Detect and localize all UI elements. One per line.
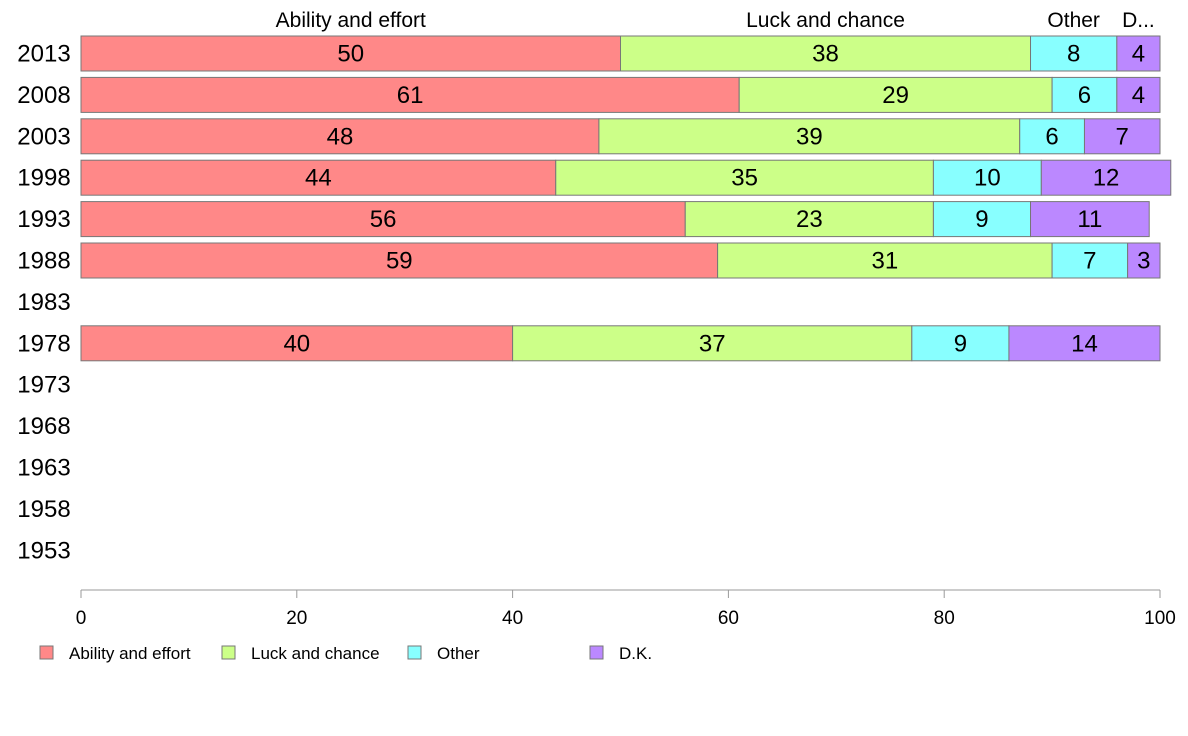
bar-value-label: 31: [872, 248, 899, 275]
bar-value-label: 39: [796, 123, 823, 150]
x-axis: 0 20 40 60 80 100: [76, 589, 1176, 629]
bar-value-label: 23: [796, 206, 823, 233]
bar-value-label: 9: [954, 330, 967, 357]
bar-value-label: 40: [283, 330, 310, 357]
column-headers: Ability and effort Luck and chance Other D.…: [276, 9, 1155, 32]
category-label-1988: 1988: [17, 248, 70, 275]
category-label-1958: 1958: [17, 496, 70, 523]
category-label-1978: 1978: [17, 330, 70, 357]
bar-1993-series-3: [1030, 201, 1150, 238]
bar-value-label: 8: [1067, 41, 1080, 68]
bar-value-label: 29: [882, 82, 909, 109]
x-tick-label: 0: [76, 608, 87, 629]
bar-1993-series-2: [932, 201, 1032, 238]
bar-value-label: 35: [731, 165, 758, 192]
bar-1998-series-1: [555, 159, 934, 196]
category-label-1953: 1953: [17, 537, 70, 564]
legend: Ability and effort Luck and chance Other D.…: [39, 644, 652, 663]
bar-2003-series-3: [1083, 118, 1161, 155]
bar-value-label: 4: [1132, 41, 1145, 68]
column-header: Other: [1047, 9, 1100, 32]
category-label-2008: 2008: [17, 82, 70, 109]
bar-value-label: 11: [1077, 206, 1102, 233]
bar-1988-series-1: [717, 242, 1053, 279]
legend-swatch: [407, 645, 422, 660]
column-header: D...: [1122, 9, 1155, 32]
column-header: Luck and chance: [746, 9, 905, 32]
category-label-1983: 1983: [17, 289, 70, 316]
legend-label: Other: [437, 644, 480, 663]
legend-swatch: [589, 645, 604, 660]
legend-label: Luck and chance: [251, 644, 380, 663]
bar-value-label: 44: [305, 165, 332, 192]
bar-1978-series-3: [1008, 325, 1161, 362]
bar-2013-series-3: [1116, 35, 1161, 72]
bar-1978-series-0: [80, 325, 514, 362]
bar-1988-series-2: [1051, 242, 1129, 279]
x-tick-label: 80: [934, 608, 955, 629]
category-label-2003: 2003: [17, 123, 70, 150]
bar-2013-series-2: [1030, 35, 1118, 72]
bar-2003-series-1: [598, 118, 1021, 155]
x-tick-label: 20: [286, 608, 307, 629]
category-labels: 2013 2008 2003 1998 1993 1988 1983 1978 1973 1968…: [17, 41, 70, 565]
x-tick-label: 60: [718, 608, 739, 629]
category-label-1973: 1973: [17, 372, 70, 399]
category-label-1968: 1968: [17, 413, 70, 440]
x-tick-label: 100: [1144, 608, 1176, 629]
bar-value-label: 7: [1083, 248, 1096, 275]
category-label-1993: 1993: [17, 206, 70, 233]
bar-value-label: 4: [1132, 82, 1145, 109]
bar-2003-series-0: [80, 118, 600, 155]
bar-value-label: 10: [974, 165, 1001, 192]
bar-value-label: 6: [1045, 123, 1058, 150]
bar-1988-series-3: [1127, 242, 1161, 279]
bar-1998-series-3: [1040, 159, 1172, 196]
bar-2008-series-0: [80, 76, 740, 113]
bar-value-label: 14: [1071, 330, 1098, 357]
column-header: Ability and effort: [276, 9, 426, 32]
bar-value-label: 6: [1078, 82, 1091, 109]
bar-value-label: 50: [337, 41, 364, 68]
bar-2008-series-1: [738, 76, 1053, 113]
x-tick-label: 40: [502, 608, 523, 629]
bar-2013-series-1: [620, 35, 1032, 72]
category-label-2013: 2013: [17, 41, 70, 68]
bar-1988-series-0: [80, 242, 719, 279]
bar-value-label: 48: [327, 123, 354, 150]
bar-1978-series-2: [911, 325, 1010, 362]
legend-swatch: [39, 645, 54, 660]
bar-value-label: 7: [1116, 123, 1129, 150]
bar-1993-series-0: [80, 201, 686, 238]
bar-2008-series-3: [1116, 76, 1161, 113]
legend-swatch: [221, 645, 236, 660]
bar-value-label: 61: [397, 82, 424, 109]
bar-value-label: 3: [1137, 248, 1150, 275]
bar-2013-series-0: [80, 35, 621, 72]
bar-value-label: 37: [699, 330, 726, 357]
bar-value-label: 59: [386, 248, 413, 275]
legend-label: D.K.: [619, 644, 652, 663]
legend-label: Ability and effort: [69, 644, 191, 663]
bar-value-label: 38: [812, 41, 839, 68]
bar-value-label: 12: [1093, 165, 1120, 192]
bar-2008-series-2: [1051, 76, 1118, 113]
bar-value-label: 56: [370, 206, 397, 233]
bar-1998-series-0: [80, 159, 557, 196]
category-label-1963: 1963: [17, 455, 70, 482]
bar-1993-series-1: [684, 201, 934, 238]
category-label-1998: 1998: [17, 165, 70, 192]
bar-value-label: 9: [975, 206, 988, 233]
